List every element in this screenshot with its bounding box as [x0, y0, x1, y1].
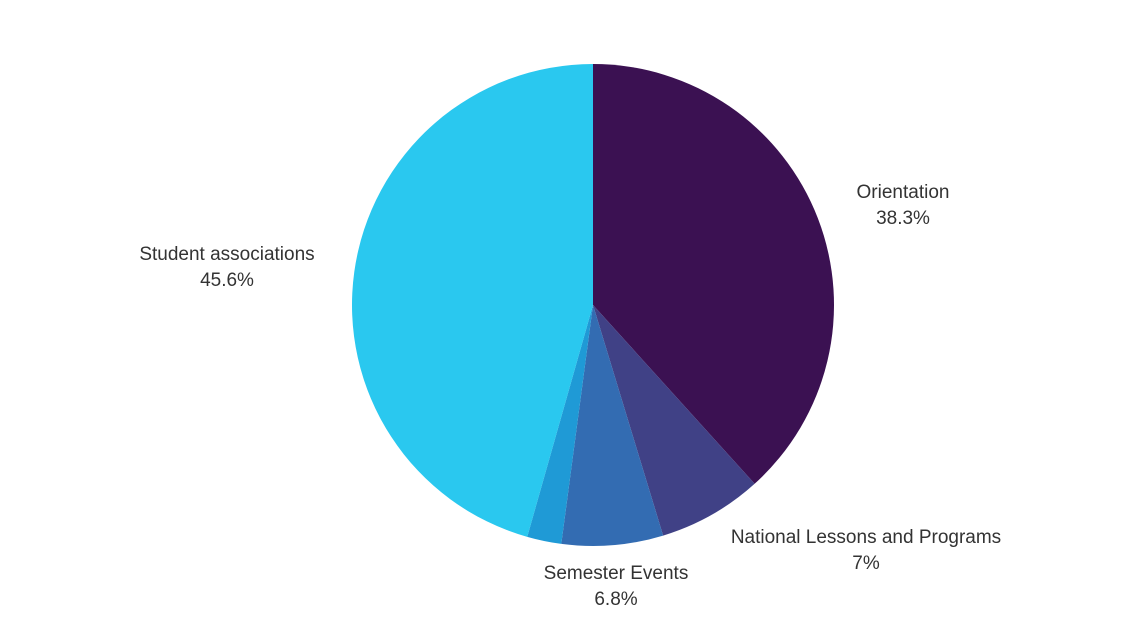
pie-slice-orientation — [593, 64, 835, 484]
slice-label-orientation: Orientation — [857, 182, 950, 203]
slice-value-national-lessons: 7% — [852, 553, 880, 574]
slice-label-student-associations: Student associations — [139, 244, 314, 265]
pie-slice-semester-events — [561, 305, 664, 547]
slice-value-student-associations: 45.6% — [200, 270, 254, 291]
slice-value-semester-events: 6.8% — [594, 589, 637, 610]
pie-slices — [351, 64, 835, 547]
pie-slice-small-slice — [527, 305, 593, 544]
slice-label-national-lessons: National Lessons and Programs — [731, 527, 1001, 548]
pie-slice-national-lessons — [593, 305, 755, 536]
pie-slice-student-associations — [351, 64, 593, 537]
slice-label-semester-events: Semester Events — [544, 563, 689, 584]
slice-value-orientation: 38.3% — [876, 208, 930, 229]
